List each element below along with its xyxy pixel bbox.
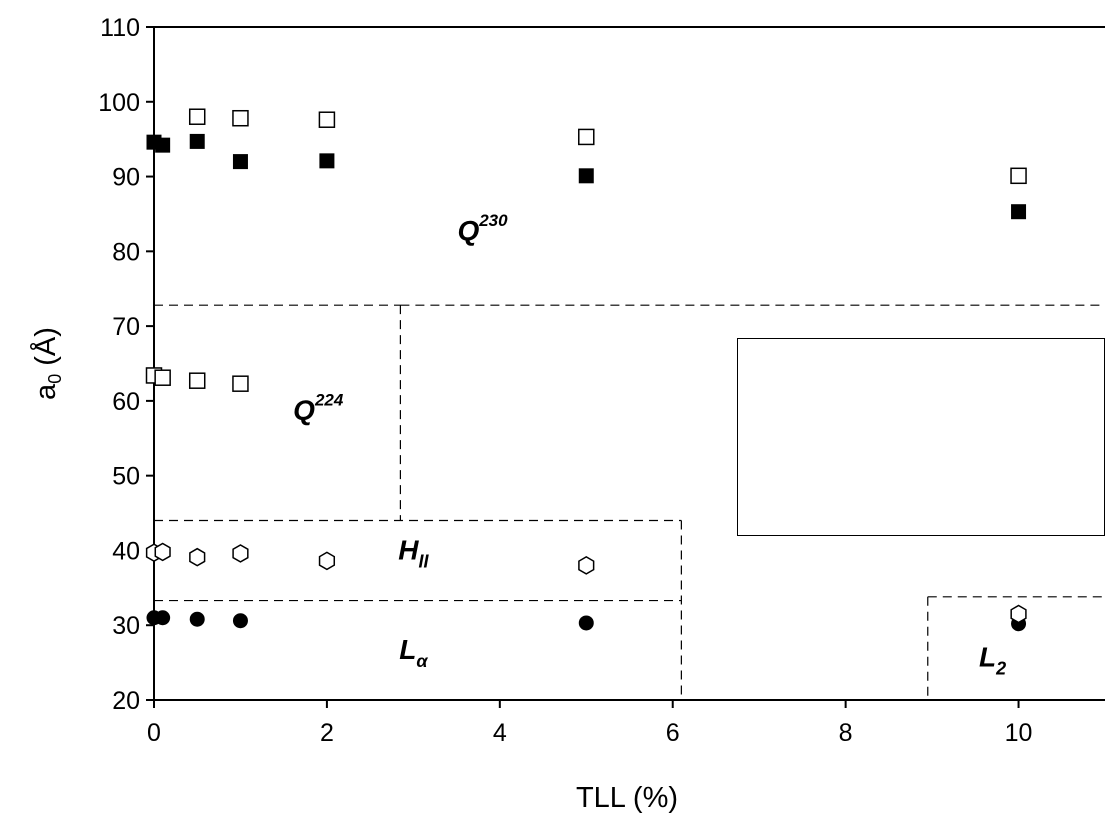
data-point bbox=[578, 168, 594, 184]
y-tick-label: 100 bbox=[98, 89, 140, 117]
data-point bbox=[319, 153, 335, 169]
y-tick-label: 110 bbox=[100, 14, 140, 42]
phase-label: Lα bbox=[399, 634, 428, 671]
y-tick-label: 40 bbox=[112, 537, 140, 565]
data-point bbox=[232, 375, 249, 392]
y-axis-label: a0 (Å) bbox=[29, 327, 65, 400]
data-point bbox=[578, 615, 594, 631]
x-axis-label: TLL (%) bbox=[576, 782, 678, 814]
data-point bbox=[232, 109, 249, 127]
data-point bbox=[155, 610, 171, 626]
legend bbox=[737, 338, 1105, 536]
x-tick-label: 4 bbox=[493, 719, 507, 747]
data-point bbox=[578, 556, 595, 575]
data-point bbox=[189, 547, 206, 567]
phase-label: HII bbox=[398, 534, 429, 571]
y-tick-label: 60 bbox=[112, 388, 140, 416]
data-point bbox=[155, 137, 171, 153]
y-tick-label: 30 bbox=[112, 612, 140, 640]
x-tick-label: 8 bbox=[839, 719, 853, 747]
data-point bbox=[318, 111, 336, 128]
data-point bbox=[232, 154, 248, 170]
y-tick-label: 70 bbox=[112, 313, 140, 341]
data-point bbox=[188, 108, 206, 125]
data-point bbox=[232, 544, 249, 563]
x-tick-label: 6 bbox=[666, 719, 680, 747]
phase-label: Q224 bbox=[293, 391, 344, 426]
data-point bbox=[1010, 604, 1027, 624]
data-point bbox=[189, 133, 205, 149]
x-tick-label: 2 bbox=[320, 719, 334, 747]
y-tick-label: 90 bbox=[112, 164, 140, 192]
data-point bbox=[154, 369, 171, 386]
data-point bbox=[1011, 204, 1027, 220]
x-tick-label: 10 bbox=[1005, 719, 1033, 747]
data-point bbox=[1010, 167, 1027, 185]
data-point bbox=[154, 542, 171, 562]
data-point bbox=[232, 613, 248, 629]
y-tick-label: 80 bbox=[112, 238, 140, 266]
data-point bbox=[188, 372, 206, 389]
y-tick-label: 50 bbox=[112, 463, 140, 491]
data-point bbox=[318, 551, 336, 571]
x-tick-label: 0 bbox=[147, 719, 161, 747]
data-point bbox=[578, 128, 595, 146]
phase-label: Q230 bbox=[457, 211, 508, 246]
phase-label: L2 bbox=[979, 641, 1006, 678]
y-tick-label: 20 bbox=[112, 687, 140, 715]
data-point bbox=[189, 611, 205, 627]
